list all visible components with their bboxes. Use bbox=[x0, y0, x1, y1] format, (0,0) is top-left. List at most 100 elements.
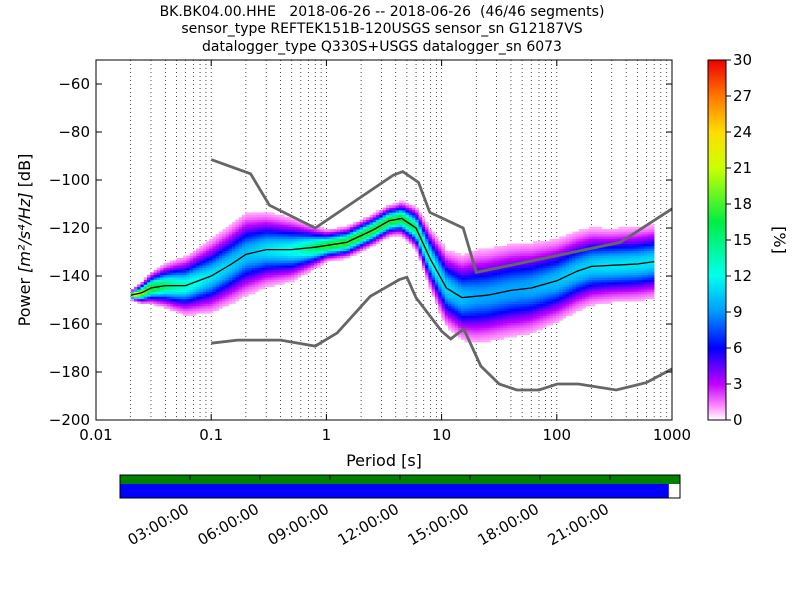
heatmap-cell bbox=[434, 250, 439, 254]
heatmap-cell bbox=[268, 226, 272, 230]
heatmap-cell bbox=[520, 250, 524, 254]
heatmap-cell bbox=[588, 267, 593, 271]
heatmap-cell bbox=[392, 222, 396, 225]
heatmap-cell bbox=[320, 243, 325, 247]
heatmap-cell bbox=[539, 253, 544, 256]
heatmap-cell bbox=[434, 248, 439, 252]
heatmap-cell bbox=[268, 277, 272, 280]
heatmap-cell bbox=[376, 226, 380, 230]
heatmap-cell bbox=[274, 226, 279, 230]
heatmap-cell bbox=[461, 267, 465, 271]
heatmap-cell bbox=[539, 327, 544, 331]
heatmap-cell bbox=[565, 289, 570, 292]
heatmap-cell bbox=[552, 308, 557, 312]
heatmap-cell bbox=[202, 250, 207, 254]
heatmap-cell bbox=[627, 229, 632, 232]
heatmap-cell bbox=[441, 284, 446, 288]
heatmap-cell bbox=[513, 318, 518, 321]
heatmap-cell bbox=[480, 248, 485, 252]
heatmap-cell bbox=[245, 282, 249, 285]
heatmap-cell bbox=[556, 313, 560, 316]
heatmap-cell bbox=[605, 246, 609, 249]
heatmap-cell bbox=[464, 277, 468, 280]
heatmap-cell bbox=[225, 250, 230, 254]
heatmap-cell bbox=[588, 243, 593, 247]
heatmap-cell bbox=[284, 226, 289, 230]
heatmap-cell bbox=[582, 306, 586, 309]
heatmap-cell bbox=[614, 248, 619, 252]
heatmap-cell bbox=[454, 260, 459, 264]
heatmap-cell bbox=[320, 250, 325, 254]
heatmap-cell bbox=[219, 246, 223, 249]
heatmap-cell bbox=[150, 282, 154, 285]
heatmap-cell bbox=[274, 267, 279, 271]
heatmap-cell bbox=[621, 250, 626, 254]
heatmap-cell bbox=[598, 301, 603, 304]
heatmap-cell bbox=[470, 330, 475, 333]
heatmap-cell bbox=[549, 248, 554, 252]
heatmap-cell bbox=[533, 277, 537, 280]
heatmap-cell bbox=[572, 306, 576, 309]
heatmap-cell bbox=[474, 298, 478, 302]
heatmap-cell bbox=[395, 214, 400, 218]
heatmap-cell bbox=[232, 234, 236, 237]
heatmap-cell bbox=[372, 224, 377, 228]
heatmap-cell bbox=[434, 267, 439, 271]
heatmap-cell bbox=[310, 262, 315, 266]
heatmap-cell bbox=[202, 262, 207, 266]
heatmap-cell bbox=[497, 334, 501, 338]
heatmap-cell bbox=[130, 296, 135, 300]
heatmap-cell bbox=[461, 308, 465, 312]
heatmap-cell bbox=[647, 236, 652, 240]
heatmap-cell bbox=[271, 212, 275, 216]
heatmap-cell bbox=[209, 284, 213, 288]
heatmap-cell bbox=[513, 332, 518, 336]
heatmap-cell bbox=[255, 255, 259, 259]
heatmap-cell bbox=[526, 272, 531, 276]
heatmap-cell bbox=[179, 260, 184, 264]
heatmap-cell bbox=[372, 241, 377, 244]
heatmap-cell bbox=[189, 291, 194, 295]
heatmap-cell bbox=[160, 265, 164, 268]
heatmap-cell bbox=[467, 303, 472, 307]
heatmap-cell bbox=[356, 226, 360, 230]
heatmap-cell bbox=[484, 274, 488, 278]
heatmap-cell bbox=[248, 229, 253, 232]
heatmap-cell bbox=[546, 306, 550, 309]
heatmap-cell bbox=[202, 253, 207, 256]
heatmap-cell bbox=[281, 277, 285, 280]
heatmap-cell bbox=[160, 272, 164, 276]
heatmap-cell bbox=[516, 258, 521, 261]
heatmap-cell bbox=[392, 219, 396, 223]
heatmap-cell bbox=[166, 301, 171, 304]
heatmap-cell bbox=[261, 279, 266, 283]
heatmap-cell bbox=[183, 310, 187, 314]
heatmap-cell bbox=[565, 294, 570, 297]
heatmap-cell bbox=[572, 284, 576, 288]
heatmap-cell bbox=[389, 217, 393, 220]
colorbar-tick-label: 3 bbox=[733, 375, 743, 393]
heatmap-cell bbox=[562, 279, 567, 283]
heatmap-cell bbox=[624, 248, 629, 252]
heatmap-cell bbox=[362, 219, 367, 223]
heatmap-cell bbox=[441, 260, 446, 264]
heatmap-cell bbox=[490, 301, 495, 304]
heatmap-cell bbox=[382, 229, 387, 232]
heatmap-cell bbox=[438, 262, 442, 266]
heatmap-cell bbox=[379, 214, 383, 218]
heatmap-cell bbox=[297, 238, 302, 242]
heatmap-cell bbox=[277, 236, 282, 240]
heatmap-cell bbox=[248, 258, 253, 261]
heatmap-cell bbox=[546, 289, 550, 292]
heatmap-cell bbox=[215, 274, 220, 278]
heatmap-cell bbox=[565, 313, 570, 316]
heatmap-cell bbox=[245, 279, 249, 283]
heatmap-cell bbox=[601, 286, 606, 290]
heatmap-cell bbox=[523, 313, 527, 316]
heatmap-cell bbox=[500, 250, 504, 254]
heatmap-cell bbox=[523, 320, 527, 324]
heatmap-cell bbox=[467, 260, 472, 264]
heatmap-cell bbox=[392, 234, 396, 237]
heatmap-cell bbox=[572, 241, 576, 244]
heatmap-cell bbox=[575, 279, 580, 283]
